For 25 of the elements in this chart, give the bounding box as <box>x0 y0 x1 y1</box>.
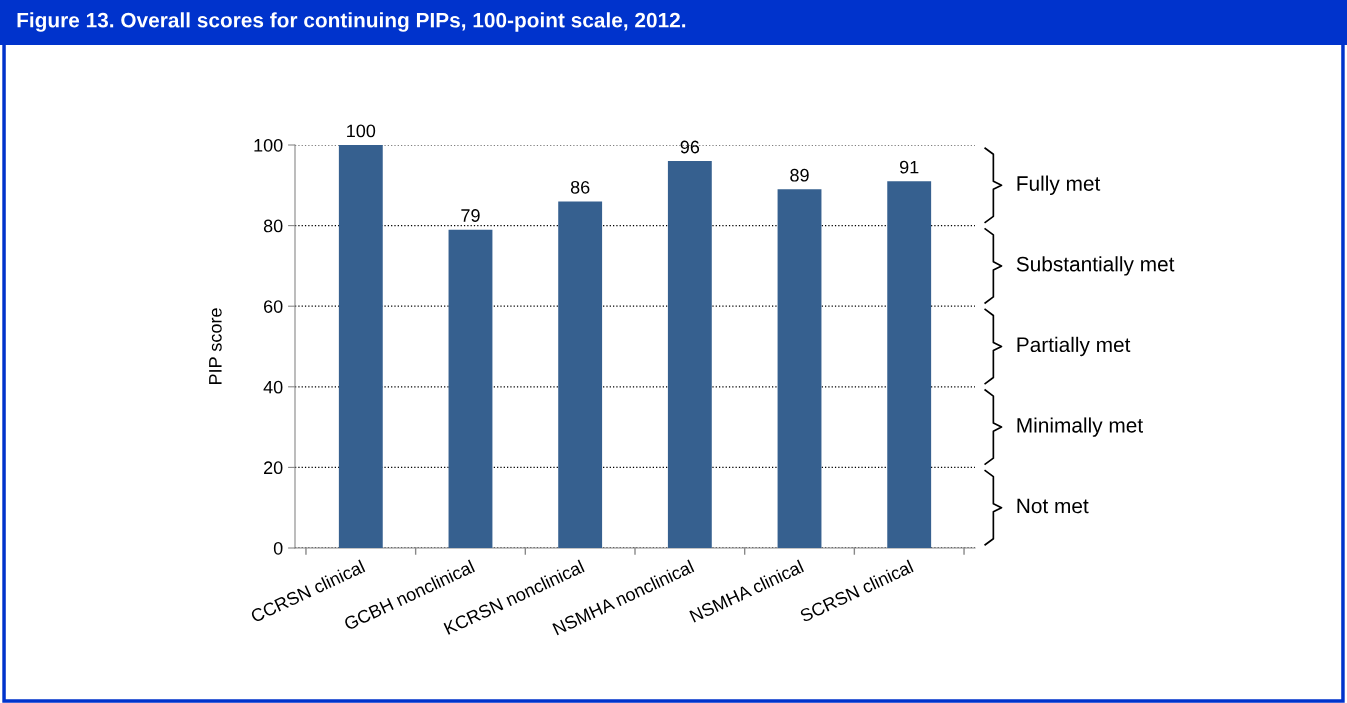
y-tick-label: 40 <box>263 380 283 394</box>
bar <box>777 189 822 548</box>
y-tick-label: 60 <box>264 300 283 313</box>
text: Minimally met <box>1017 417 1143 437</box>
data-label: 89 <box>790 168 809 182</box>
data-label: 100 <box>347 124 376 138</box>
text: Not met <box>1017 498 1089 514</box>
text: Partially met <box>1017 336 1131 357</box>
bar <box>448 229 493 548</box>
bar <box>667 161 712 548</box>
y-tick-label: 100 <box>254 138 283 152</box>
bar <box>338 145 383 548</box>
chart-title: Figure 13. Overall scores for continuing PIPs, 100-point scale, 2012. <box>17 12 686 32</box>
y-axis-title: PIP score <box>209 308 222 384</box>
y-tick-label: 0 <box>273 541 283 555</box>
bar <box>558 201 603 548</box>
data-label: 91 <box>900 160 919 174</box>
text: Substantially met <box>1016 256 1175 276</box>
text: Fully met <box>1017 175 1101 196</box>
y-tick-label: 80 <box>263 219 283 233</box>
data-label: 96 <box>680 140 700 154</box>
data-label: 79 <box>461 209 480 222</box>
y-tick-label: 20 <box>264 461 283 475</box>
bar <box>887 181 932 548</box>
data-label: 86 <box>570 180 590 194</box>
